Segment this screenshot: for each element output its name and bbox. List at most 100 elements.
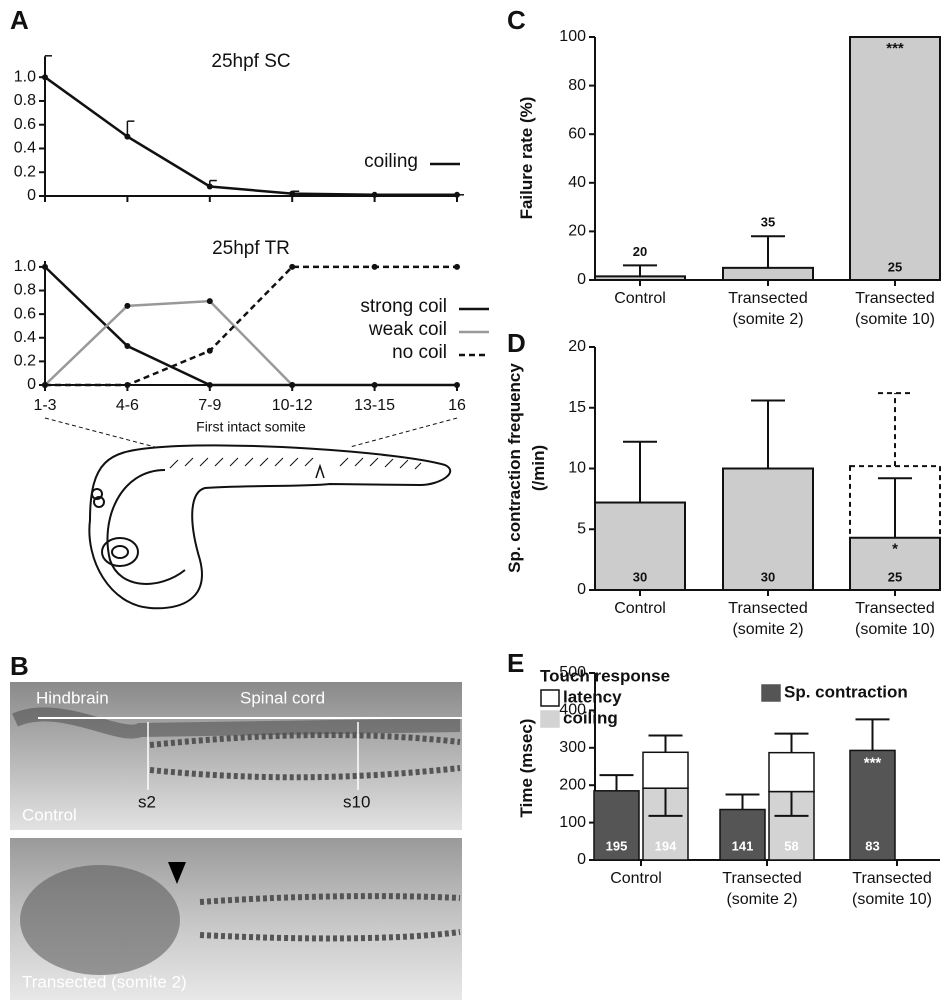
y-tick-label: 0	[577, 271, 586, 288]
photo-label: Transected (somite 2)	[22, 972, 187, 991]
y-tick-label: 15	[568, 399, 586, 416]
y-tick-label: 80	[568, 77, 586, 94]
bar	[719, 808, 766, 861]
n-label: 35	[761, 215, 775, 230]
bar	[642, 751, 689, 789]
y-tick-label: 100	[559, 814, 586, 831]
x-tick-label: Control	[614, 290, 666, 307]
y-axis-label: Failure rate (%)	[517, 96, 536, 220]
data-point	[454, 263, 460, 270]
x-tick-label: 16	[448, 397, 466, 414]
photo-transected	[10, 838, 462, 1000]
n-label: 194	[655, 838, 677, 853]
legend-swatch	[540, 689, 560, 707]
significance: *	[892, 541, 898, 558]
bar	[593, 790, 640, 861]
x-tick-label: Transected (somite 10)	[854, 290, 936, 328]
y-tick-label: 1.0	[14, 258, 36, 275]
y-tick-label: 100	[559, 28, 586, 45]
data-point	[289, 382, 296, 388]
series-line	[44, 76, 457, 197]
x-tick-label: Transected (somite 10)	[851, 870, 933, 908]
bar	[722, 467, 814, 591]
panel-label: E	[507, 648, 524, 678]
x-tick-label: Transected (somite 2)	[728, 290, 808, 328]
y-tick-label: 0.8	[14, 282, 36, 299]
x-tick-label: 13-15	[354, 397, 395, 414]
panel-label: A	[10, 5, 29, 35]
data-point	[206, 382, 213, 388]
x-tick-label: 1-3	[33, 397, 56, 414]
n-label: 25	[888, 569, 902, 584]
n-label: 30	[633, 569, 647, 584]
x-tick-label: Transected (somite 2)	[722, 870, 802, 908]
significance: ***	[886, 40, 904, 57]
n-label: 30	[761, 569, 775, 584]
data-point	[124, 302, 131, 309]
y-tick-label: 10	[568, 460, 586, 477]
y-axis-label: Sp. contraction frequency (/min)	[505, 363, 548, 573]
data-point	[371, 263, 378, 270]
panel-label: C	[507, 5, 526, 35]
significance: ***	[864, 754, 882, 771]
data-point	[124, 382, 131, 388]
series-line	[44, 299, 294, 386]
chart-title: 25hpf TR	[212, 238, 290, 259]
chart-title: 25hpf SC	[211, 51, 290, 72]
legend-swatch	[761, 684, 781, 702]
y-tick-label: 60	[568, 125, 586, 142]
n-label: 141	[732, 838, 754, 853]
data-point	[206, 347, 213, 354]
data-point	[454, 382, 460, 388]
bar	[594, 275, 686, 282]
x-axis-label: First intact somite	[196, 419, 306, 435]
y-tick-label: 0.6	[14, 305, 36, 322]
data-point	[42, 382, 48, 388]
y-tick-label: 20	[568, 338, 586, 355]
legend-label: Sp. contraction	[784, 682, 908, 701]
data-point	[124, 343, 131, 350]
x-tick-label: Transected (somite 10)	[854, 600, 936, 638]
bar	[849, 749, 896, 861]
panel-label: B	[10, 651, 29, 681]
series-line	[44, 266, 457, 387]
photo-label: Control	[22, 805, 77, 824]
y-tick-label: 20	[568, 223, 586, 240]
x-tick-label: Transected (somite 2)	[728, 600, 808, 638]
legend-label: coiling	[563, 708, 618, 727]
x-tick-label: 4-6	[116, 397, 139, 414]
bar	[594, 501, 686, 591]
y-tick-label: 0.4	[14, 329, 36, 346]
photo-label: Hindbrain	[36, 688, 109, 707]
y-tick-label: 0.8	[14, 92, 36, 109]
bar	[768, 751, 815, 793]
bar	[849, 36, 941, 281]
n-label: 195	[606, 838, 628, 853]
photo-label: Spinal cord	[240, 688, 325, 707]
y-tick-label: 40	[568, 174, 586, 191]
y-tick-label: 0	[577, 851, 586, 868]
y-tick-label: 0.2	[14, 163, 36, 180]
y-tick-label: 5	[577, 520, 586, 537]
embryo-diagram	[44, 417, 458, 610]
x-tick-label: Control	[610, 870, 662, 887]
data-point	[206, 298, 213, 305]
legend-label: latency	[563, 687, 622, 706]
series-line	[45, 265, 457, 387]
legend-swatch	[540, 710, 560, 728]
y-tick-label: 400	[559, 702, 586, 719]
photo-label: s10	[343, 792, 370, 811]
x-tick-label: 7-9	[198, 397, 221, 414]
legend-label: coiling	[364, 151, 418, 172]
y-tick-label: 0	[27, 376, 36, 393]
legend-title: Touch response	[540, 666, 670, 685]
legend-label: no coil	[392, 342, 447, 363]
y-tick-label: 0	[577, 581, 586, 598]
bar	[722, 266, 814, 282]
n-label: 20	[633, 244, 647, 259]
n-label: 25	[888, 259, 902, 274]
data-point	[371, 382, 378, 388]
x-tick-label: Control	[614, 600, 666, 617]
